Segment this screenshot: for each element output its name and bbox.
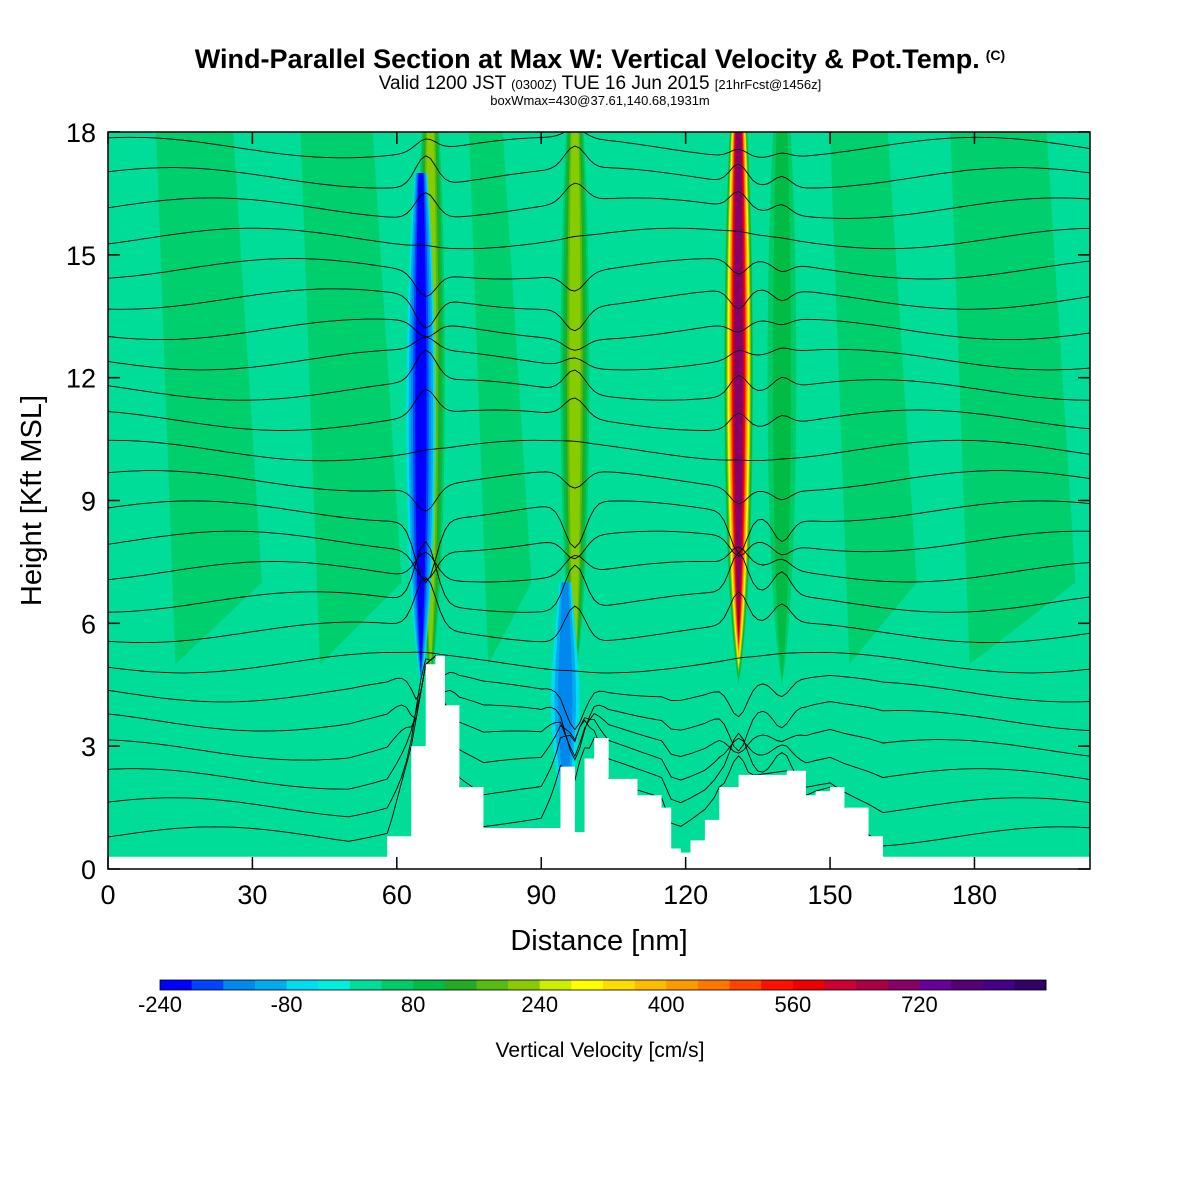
colorbar-swatch	[254, 980, 288, 990]
y-tick-label: 15	[66, 241, 96, 271]
colorbar-swatch	[508, 980, 541, 990]
colorbar-tick-label: 400	[648, 992, 685, 1017]
isentrope-line	[108, 541, 1090, 613]
isentrope-line	[108, 655, 1090, 790]
colorbar-swatch	[634, 980, 667, 990]
y-tick-label: 12	[66, 364, 96, 394]
x-tick-label: 90	[526, 880, 556, 910]
copyright-mark: (C)	[985, 47, 1006, 63]
isentrope-line	[108, 336, 1090, 371]
colorbar-swatch	[444, 980, 477, 990]
x-tick-label: 60	[382, 880, 412, 910]
chart-subtitle: Valid 1200 JST (0300Z) TUE 16 Jun 2015 […	[378, 73, 822, 94]
isentrope-line	[108, 132, 1090, 159]
colorbar-swatch	[160, 980, 193, 990]
colorbar-swatch	[603, 980, 636, 990]
colorbar-swatch	[413, 980, 446, 990]
plot-area	[108, 132, 1090, 869]
colorbar-swatch	[318, 980, 351, 990]
colorbar-swatch	[286, 980, 319, 990]
colorbar-swatch	[191, 980, 224, 990]
x-tick-label: 120	[663, 880, 708, 910]
colorbar-swatch	[792, 980, 825, 990]
y-tick-label: 18	[66, 118, 96, 148]
isentrope-line	[108, 470, 1090, 512]
colorbar-swatch	[729, 980, 762, 990]
isentrope-line	[108, 655, 1090, 761]
x-tick-label: 30	[237, 880, 267, 910]
downdraft-column-level	[558, 582, 573, 820]
x-tick-label: 180	[952, 880, 997, 910]
isentrope-line	[108, 318, 1090, 351]
colorbar-swatch	[223, 980, 256, 990]
isentrope-line	[108, 227, 1090, 250]
isentrope-line	[108, 500, 1090, 584]
isentrope-line	[108, 182, 1090, 219]
field-band	[469, 132, 532, 665]
y-tick-label: 0	[81, 855, 96, 885]
colorbar-swatch	[381, 980, 414, 990]
updraft-column-level	[772, 132, 791, 682]
isentrope-line	[108, 651, 1090, 674]
y-tick-label: 6	[81, 609, 96, 639]
isentrope-line	[108, 439, 1090, 462]
isentrope-line	[108, 530, 1090, 581]
isentrope-line	[108, 258, 1090, 298]
x-tick-label: 150	[808, 880, 853, 910]
isentrope-line	[108, 546, 1090, 583]
colorbar-swatch	[982, 980, 1015, 990]
chart-title: Wind-Parallel Section at Max W: Vertical…	[194, 44, 1006, 74]
x-axis-label: Distance [nm]	[510, 925, 687, 957]
isentrope-line	[108, 655, 1090, 731]
colorbar-swatch	[539, 980, 572, 990]
field-band	[950, 132, 1076, 665]
y-tick-label: 9	[81, 487, 96, 517]
colorbar-swatch	[666, 980, 699, 990]
y-axis-label: Height [Kft MSL]	[16, 395, 48, 606]
updraft-column-level	[569, 132, 581, 672]
colorbar-swatch	[349, 980, 382, 990]
isentrope-line	[108, 389, 1090, 431]
isentrope-line	[108, 145, 1090, 189]
updraft-column-level	[734, 132, 743, 633]
isentrope-line	[108, 349, 1090, 401]
colorbar: -240 -80 80 240 400 560 720 Vertical Velocity […	[138, 979, 1047, 1062]
x-tick-label: 0	[100, 880, 115, 910]
isentrope-line	[108, 655, 1090, 761]
y-tick-label: 3	[81, 732, 96, 762]
colorbar-label: Vertical Velocity [cm/s]	[496, 1039, 705, 1062]
colorbar-swatch	[824, 980, 857, 990]
isentrope-line	[108, 288, 1090, 332]
colorbar-swatch	[887, 980, 920, 990]
colorbar-tick-label: 80	[401, 992, 425, 1017]
terrain	[108, 656, 1090, 869]
isentrope-line	[108, 576, 1090, 644]
colorbar-tick-label: -80	[271, 992, 303, 1017]
colorbar-swatch	[856, 980, 889, 990]
colorbar-tick-label: 560	[774, 992, 811, 1017]
colorbar-swatch	[571, 980, 604, 990]
colorbar-tick-label: -240	[138, 992, 182, 1017]
colorbar-swatch	[919, 980, 952, 990]
colorbar-swatch	[951, 980, 984, 990]
colorbar-tick-label: 240	[521, 992, 558, 1017]
colorbar-swatch	[697, 980, 731, 990]
field-band	[830, 132, 917, 665]
colorbar-swatch	[761, 980, 794, 990]
axes: 0 30 60 90 120 150 180 0 3 6 9 12 15 18 Distance [nm] H…	[16, 118, 1091, 957]
colorbar-frame	[159, 979, 1047, 991]
colorbar-swatch	[1014, 980, 1047, 990]
chart-box-info: boxWmax=430@37.61,140.68,1931m	[490, 93, 710, 108]
colorbar-tick-label: 720	[901, 992, 938, 1017]
colorbar-swatch	[476, 980, 509, 990]
downdraft-column-level	[415, 172, 427, 672]
